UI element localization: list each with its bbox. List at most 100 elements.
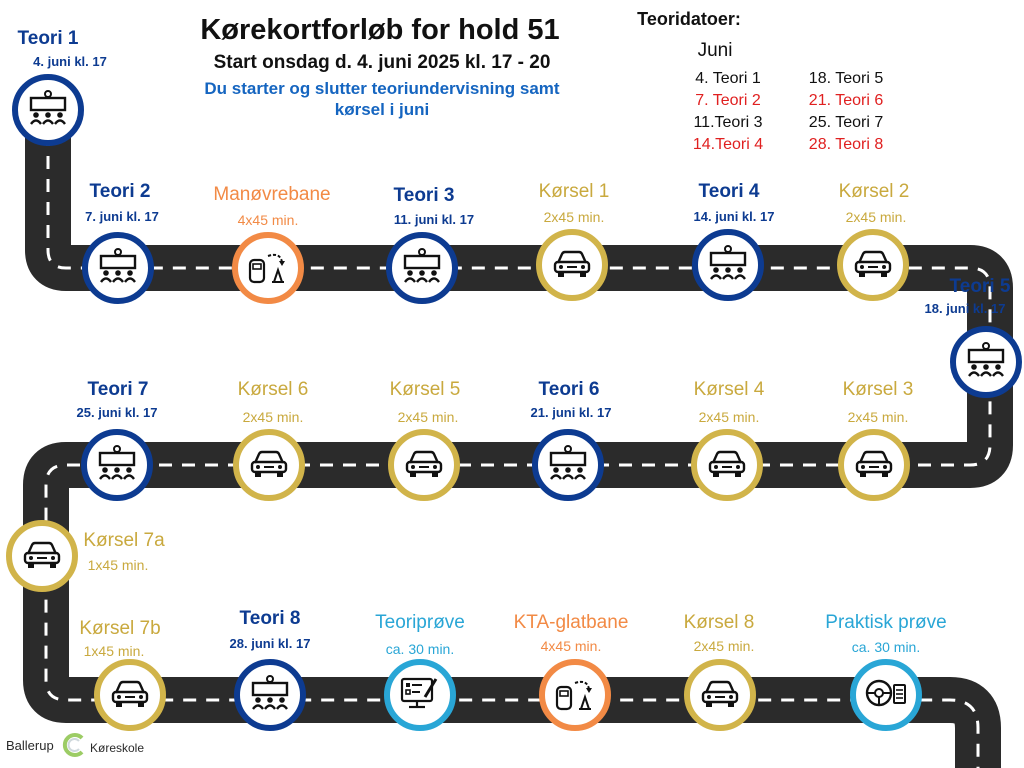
classroom-icon: [706, 244, 750, 286]
theory-test-icon: [398, 675, 442, 716]
car-icon: [705, 445, 749, 486]
step-sublabel: 2x45 min.: [698, 409, 760, 425]
step-label: KTA-glatbane: [513, 612, 629, 633]
driving-test-icon: [864, 675, 908, 716]
schedule-entry: 28. Teori 8: [808, 136, 884, 153]
schedule-entry: 25. Teori 7: [808, 114, 884, 131]
car-icon: [852, 445, 896, 486]
car-icon: [698, 675, 742, 716]
classroom-icon: [546, 444, 590, 486]
step-sublabel: 1x45 min.: [87, 557, 149, 573]
step-node-kørsel-3: [838, 429, 910, 501]
step-label: Teori 2: [89, 181, 151, 202]
car-icon: [20, 536, 64, 577]
step-node-teori-3: [386, 232, 458, 304]
step-label: Teori 3: [393, 185, 455, 206]
step-label: Kørsel 1: [538, 181, 610, 202]
step-node-teoriprøve: [384, 659, 456, 731]
step-label: Kørsel 8: [683, 612, 755, 633]
step-label: Teori 1: [17, 28, 79, 49]
step-sublabel: ca. 30 min.: [385, 641, 455, 657]
step-label: Kørsel 4: [693, 379, 765, 400]
step-sublabel: 2x45 min.: [693, 638, 755, 654]
step-node-praktisk-prøve: [850, 659, 922, 731]
schedule-entry: 4. Teori 1: [695, 70, 761, 87]
note-line-2: kørsel i juni: [334, 100, 430, 119]
step-sublabel: 2x45 min.: [242, 409, 304, 425]
maneuver-course-icon: [553, 675, 597, 716]
note-line-1: Du starter og slutter teoriundervisning …: [204, 79, 560, 98]
step-node-kørsel-1: [536, 229, 608, 301]
schedule-entry: 14.Teori 4: [692, 136, 764, 153]
step-label: Kørsel 2: [838, 181, 910, 202]
step-node-kørsel-6: [233, 429, 305, 501]
classroom-icon: [400, 247, 444, 289]
step-node-teori-7: [81, 429, 153, 501]
logo-mark-icon: [62, 733, 84, 757]
step-label: Teori 7: [87, 379, 149, 400]
step-node-teori-2: [82, 232, 154, 304]
step-label: Kørsel 5: [389, 379, 461, 400]
car-icon: [108, 675, 152, 716]
step-sublabel: 2x45 min.: [543, 209, 605, 225]
car-icon: [402, 445, 446, 486]
step-node-kørsel-5: [388, 429, 460, 501]
step-sublabel: 7. juni kl. 17: [85, 209, 159, 224]
maneuver-course-icon: [246, 248, 290, 289]
step-node-kørsel-8: [684, 659, 756, 731]
step-node-teori-1: [12, 74, 84, 146]
step-node-teori-8: [234, 659, 306, 731]
classroom-icon: [95, 444, 139, 486]
step-sublabel: 11. juni kl. 17: [393, 212, 475, 227]
step-sublabel: 21. juni kl. 17: [530, 405, 612, 420]
step-sublabel: 4x45 min.: [237, 212, 299, 228]
logo-left-text: Ballerup: [6, 738, 54, 753]
step-node-kta-glatbane: [539, 659, 611, 731]
step-node-kørsel-4: [691, 429, 763, 501]
step-node-teori-6: [532, 429, 604, 501]
step-label: Kørsel 7a: [83, 530, 165, 551]
step-sublabel: 14. juni kl. 17: [693, 209, 775, 224]
step-sublabel: 1x45 min.: [83, 643, 145, 659]
step-label: Teori 4: [698, 181, 760, 202]
classroom-icon: [96, 247, 140, 289]
schedule-month: Juni: [697, 40, 733, 61]
step-label: Manøvrebane: [213, 184, 331, 205]
step-node-kørsel-7b: [94, 659, 166, 731]
step-label: Teori 8: [239, 608, 301, 629]
step-node-manøvrebane: [232, 232, 304, 304]
step-sublabel: 28. juni kl. 17: [229, 636, 311, 651]
step-label: Teori 5: [949, 276, 1011, 297]
schedule-entry: 11.Teori 3: [693, 114, 763, 131]
classroom-icon: [248, 674, 292, 716]
schedule-entry: 18. Teori 5: [808, 70, 884, 87]
step-node-kørsel-7a: [6, 520, 78, 592]
step-node-kørsel-2: [837, 229, 909, 301]
step-label: Praktisk prøve: [825, 612, 947, 633]
car-icon: [550, 245, 594, 286]
page-title: Kørekortforløb for hold 51: [200, 14, 560, 46]
classroom-icon: [26, 89, 70, 131]
schedule-entry: 7. Teori 2: [695, 92, 761, 109]
step-sublabel: 4x45 min.: [540, 638, 602, 654]
classroom-icon: [964, 341, 1008, 383]
step-label: Teoriprøve: [375, 612, 465, 633]
step-label: Kørsel 7b: [79, 618, 161, 639]
car-icon: [247, 445, 291, 486]
logo-right-text: Køreskole: [90, 741, 145, 755]
step-node-teori-5: [950, 326, 1022, 398]
step-label: Teori 6: [538, 379, 600, 400]
schedule-entry: 21. Teori 6: [808, 92, 884, 109]
step-sublabel: 4. juni kl. 17: [33, 54, 107, 69]
start-date: Start onsdag d. 4. juni 2025 kl. 17 - 20: [213, 52, 551, 73]
step-node-teori-4: [692, 229, 764, 301]
step-sublabel: ca. 30 min.: [851, 639, 921, 655]
step-sublabel: 2x45 min.: [845, 209, 907, 225]
step-sublabel: 25. juni kl. 17: [76, 405, 158, 420]
step-sublabel: 2x45 min.: [397, 409, 459, 425]
step-label: Kørsel 6: [237, 379, 309, 400]
step-label: Kørsel 3: [842, 379, 914, 400]
step-sublabel: 18. juni kl. 17: [924, 301, 1006, 316]
schedule-heading: Teoridatoer:: [637, 9, 741, 29]
